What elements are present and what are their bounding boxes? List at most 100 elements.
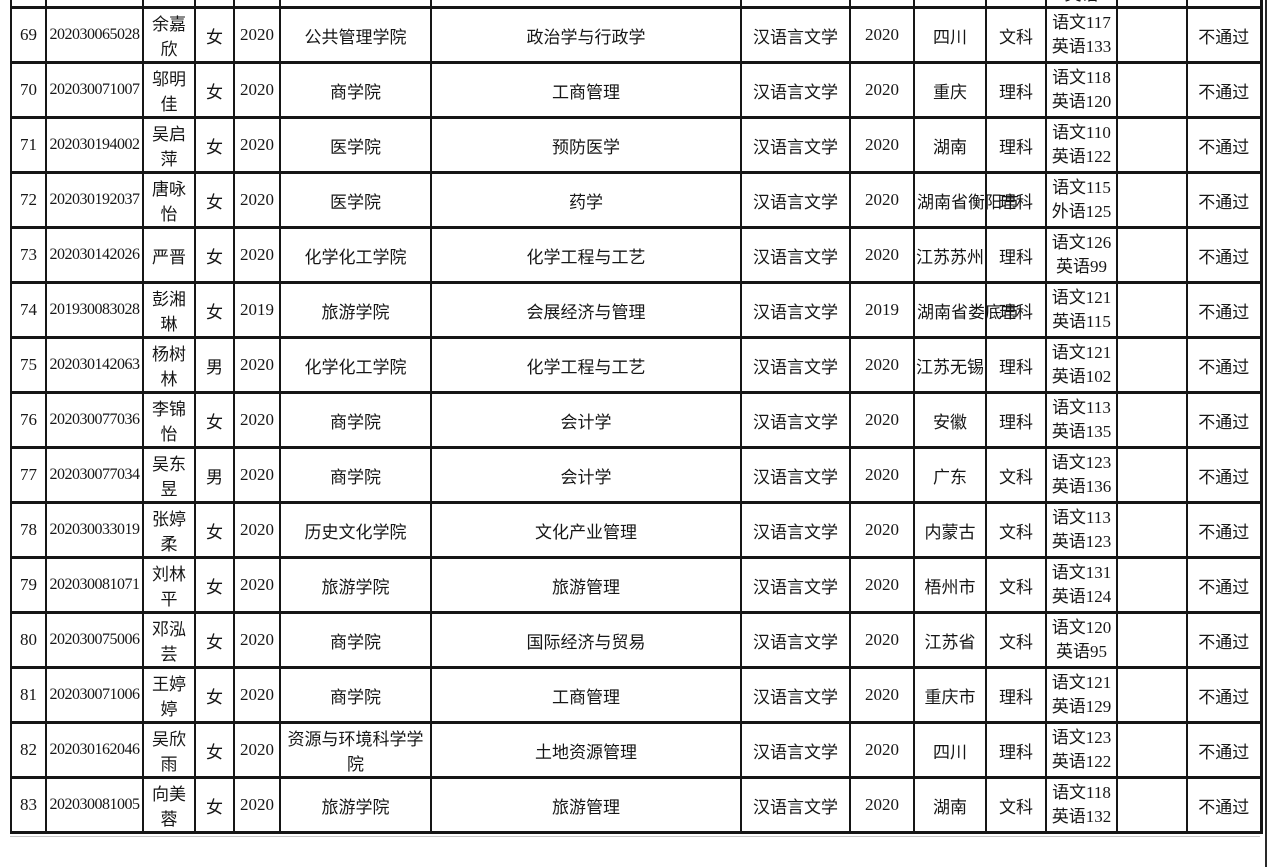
cell-student-id: 202030142063 xyxy=(45,336,144,394)
cell-province: 湖南省衡阳市 xyxy=(913,171,1019,229)
cell-target-major: 汉语言文学 xyxy=(740,501,851,559)
cell-result: 不通过 xyxy=(1186,61,1262,119)
table-row: 71 202030194002 吴启萍 女 2020 医学院 预防医学 汉语言文… xyxy=(10,116,1262,174)
cell-subject-track: 理科 xyxy=(985,666,1047,724)
partial-cell xyxy=(849,0,915,9)
score-line-chinese: 语文113 xyxy=(1052,398,1111,417)
score-line-chinese: 语文123 xyxy=(1051,453,1112,472)
cell-student-id: 202030081071 xyxy=(45,556,144,614)
cell-college: 公共管理学院 xyxy=(279,6,432,64)
cell-student-id: 202030162046 xyxy=(45,721,144,779)
cell-major: 文化产业管理 xyxy=(430,501,742,559)
score-line-chinese: 语文121 xyxy=(1051,288,1112,307)
cell-target-major: 汉语言文学 xyxy=(740,281,851,339)
cell-target-year: 2020 xyxy=(849,171,915,229)
cell-row-number: 82 xyxy=(10,721,47,779)
cell-name: 向美蓉 xyxy=(142,776,196,834)
cell-name: 王婷婷 xyxy=(142,666,196,724)
cell-blank xyxy=(1116,666,1188,724)
cell-row-number: 77 xyxy=(10,446,47,504)
cell-year: 2020 xyxy=(233,391,281,449)
cell-row-number: 75 xyxy=(10,336,47,394)
cell-target-major: 汉语言文学 xyxy=(740,556,851,614)
cell-result: 不通过 xyxy=(1186,776,1262,834)
cell-gender: 女 xyxy=(194,501,235,559)
cell-college: 医学院 xyxy=(279,171,432,229)
cell-blank xyxy=(1116,6,1188,64)
cell-scores: 语文117 英语133 xyxy=(1045,6,1118,64)
score-line-chinese: 语文120 xyxy=(1051,618,1112,637)
cell-scores: 语文113 英语135 xyxy=(1045,391,1118,449)
partial-cell xyxy=(740,0,851,9)
partial-top-row: 英语 xyxy=(10,0,1262,9)
cell-college: 商学院 xyxy=(279,611,432,669)
cell-gender: 女 xyxy=(194,611,235,669)
cell-college: 商学院 xyxy=(279,446,432,504)
cell-year: 2020 xyxy=(233,336,281,394)
cell-subject-track: 理科 xyxy=(985,61,1047,119)
table-row: 78 202030033019 张婷柔 女 2020 历史文化学院 文化产业管理… xyxy=(10,501,1262,559)
cell-row-number: 71 xyxy=(10,116,47,174)
cell-scores: 语文120 英语95 xyxy=(1045,611,1118,669)
cell-year: 2020 xyxy=(233,6,281,64)
cell-target-major: 汉语言文学 xyxy=(740,446,851,504)
cell-row-number: 69 xyxy=(10,6,47,64)
cell-province: 广东 xyxy=(913,446,987,504)
cell-year: 2020 xyxy=(233,776,281,834)
cell-target-major: 汉语言文学 xyxy=(740,336,851,394)
table-row: 72 202030192037 唐咏怡 女 2020 医学院 药学 汉语言文学 … xyxy=(10,171,1262,229)
cell-gender: 女 xyxy=(194,666,235,724)
cell-target-major: 汉语言文学 xyxy=(740,391,851,449)
table-row: 81 202030071006 王婷婷 女 2020 商学院 工商管理 汉语言文… xyxy=(10,666,1262,724)
score-line-chinese: 语文117 xyxy=(1052,13,1111,32)
cell-year: 2020 xyxy=(233,666,281,724)
cell-target-year: 2020 xyxy=(849,446,915,504)
cell-blank xyxy=(1116,501,1188,559)
cell-college: 商学院 xyxy=(279,391,432,449)
cell-scores: 语文123 英语122 xyxy=(1045,721,1118,779)
score-line-english: 英语136 xyxy=(1051,477,1112,496)
cell-scores: 语文121 英语129 xyxy=(1045,666,1118,724)
cell-gender: 男 xyxy=(194,446,235,504)
cell-row-number: 73 xyxy=(10,226,47,284)
partial-cell xyxy=(985,0,1047,9)
table-row: 74 201930083028 彭湘琳 女 2019 旅游学院 会展经济与管理 … xyxy=(10,281,1262,339)
score-line-english: 英语115 xyxy=(1052,312,1111,331)
cell-blank xyxy=(1116,171,1188,229)
cell-name: 邓泓芸 xyxy=(142,611,196,669)
score-line-english: 英语135 xyxy=(1051,422,1112,441)
cell-result: 不通过 xyxy=(1186,6,1262,64)
cell-blank xyxy=(1116,721,1188,779)
cell-subject-track: 文科 xyxy=(985,446,1047,504)
cell-major: 工商管理 xyxy=(430,61,742,119)
table-row: 70 202030071007 邬明佳 女 2020 商学院 工商管理 汉语言文… xyxy=(10,61,1262,119)
score-line-english: 英语124 xyxy=(1051,587,1112,606)
cell-major: 会展经济与管理 xyxy=(430,281,742,339)
score-line-english: 英语95 xyxy=(1056,642,1107,661)
cell-result: 不通过 xyxy=(1186,446,1262,504)
cell-student-id: 202030192037 xyxy=(45,171,144,229)
cell-year: 2020 xyxy=(233,611,281,669)
cell-student-id: 201930083028 xyxy=(45,281,144,339)
score-line-chinese: 语文126 xyxy=(1051,233,1112,252)
cell-year: 2020 xyxy=(233,446,281,504)
cell-target-year: 2020 xyxy=(849,556,915,614)
score-line-english: 英语129 xyxy=(1051,697,1112,716)
cell-college: 医学院 xyxy=(279,116,432,174)
score-line-chinese: 语文123 xyxy=(1051,728,1112,747)
cell-subject-track: 理科 xyxy=(985,391,1047,449)
cell-row-number: 74 xyxy=(10,281,47,339)
cell-name: 吴欣雨 xyxy=(142,721,196,779)
cell-scores: 语文123 英语136 xyxy=(1045,446,1118,504)
cell-name: 严晋 xyxy=(142,226,196,284)
cell-gender: 女 xyxy=(194,391,235,449)
cell-year: 2020 xyxy=(233,171,281,229)
cell-scores: 语文131 英语124 xyxy=(1045,556,1118,614)
cell-year: 2019 xyxy=(233,281,281,339)
cell-major: 旅游管理 xyxy=(430,776,742,834)
cell-target-year: 2020 xyxy=(849,611,915,669)
score-line-chinese: 语文121 xyxy=(1051,343,1112,362)
table-row: 69 202030065028 余嘉欣 女 2020 公共管理学院 政治学与行政… xyxy=(10,6,1262,64)
cell-gender: 女 xyxy=(194,776,235,834)
cell-gender: 男 xyxy=(194,336,235,394)
